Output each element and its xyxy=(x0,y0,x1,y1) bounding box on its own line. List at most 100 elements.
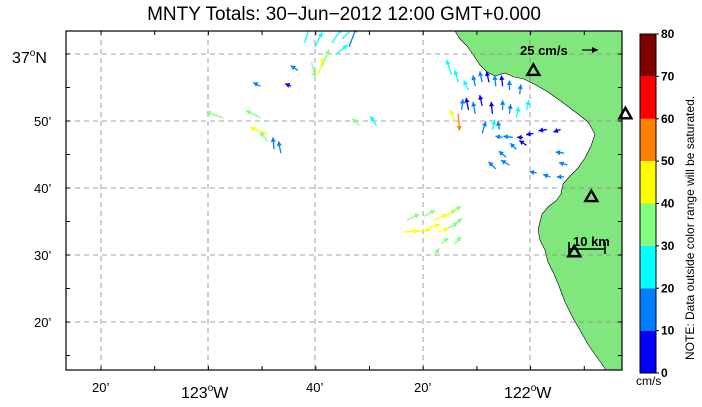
current-vector xyxy=(250,126,268,135)
vector-head xyxy=(317,32,323,38)
vector-head xyxy=(495,134,501,140)
graticule xyxy=(66,31,622,370)
vector-head xyxy=(324,49,330,55)
vector-head xyxy=(413,228,419,234)
current-vector xyxy=(481,121,487,134)
current-vector xyxy=(526,131,534,137)
colorbar-tick-label: 10 xyxy=(661,324,675,338)
vector-head xyxy=(498,151,504,157)
current-vector xyxy=(403,228,419,234)
vector-head xyxy=(310,31,311,32)
current-vector xyxy=(335,44,348,56)
vector-head xyxy=(455,236,461,242)
current-vector xyxy=(245,109,261,119)
current-vector xyxy=(270,137,276,150)
vector-head xyxy=(459,99,465,104)
vector-head xyxy=(453,70,459,76)
current-vector xyxy=(459,98,465,110)
colorbar-tick-label: 80 xyxy=(661,27,675,41)
current-vector xyxy=(478,94,484,107)
colorbar-segment xyxy=(640,76,656,119)
vector-head xyxy=(488,161,494,167)
vector-head xyxy=(491,119,497,125)
vector-head xyxy=(456,218,463,224)
vector-head xyxy=(538,127,544,133)
current-vector xyxy=(492,75,498,87)
current-vector xyxy=(556,174,565,180)
colorbar-segment xyxy=(640,161,656,204)
current-vector xyxy=(485,71,491,83)
current-vector xyxy=(317,57,325,75)
current-vector xyxy=(488,161,497,170)
vector-shaft xyxy=(304,31,309,44)
current-vector xyxy=(500,159,510,166)
vector-head xyxy=(485,71,491,77)
current-vector xyxy=(423,209,436,217)
land-area xyxy=(454,31,622,370)
current-vector xyxy=(499,75,505,87)
colorbar-tick-label: 0 xyxy=(661,366,668,380)
current-vector xyxy=(489,101,495,114)
colorbar-tick-label: 20 xyxy=(661,281,675,295)
current-vector xyxy=(525,100,531,110)
current-vector xyxy=(509,142,517,150)
current-vector xyxy=(471,75,477,87)
longitude-labels: 20’ 123oW 40’ 20’ 122oW xyxy=(92,380,552,402)
vector-head xyxy=(519,140,525,146)
vector-head xyxy=(492,75,498,81)
vector-shaft xyxy=(341,31,352,40)
current-vector xyxy=(284,83,292,88)
current-vector xyxy=(558,161,568,167)
colorbar-ticks: 80 70 60 50 40 30 20 10 0 xyxy=(656,27,675,380)
radar-site-marker xyxy=(525,61,542,77)
vector-head xyxy=(441,213,447,219)
current-vector xyxy=(451,205,462,213)
scale-label: 25 cm/s xyxy=(520,43,568,58)
scale-arrow-head xyxy=(592,47,598,53)
radar-site-marker xyxy=(583,188,600,203)
vector-head xyxy=(515,106,521,112)
vector-head xyxy=(501,160,507,165)
current-vector xyxy=(503,134,513,140)
colorbar-tick-label: 50 xyxy=(661,154,675,168)
vector-head xyxy=(253,82,259,87)
current-vector xyxy=(314,32,323,48)
current-vector xyxy=(447,222,458,229)
colorbar-segment xyxy=(640,203,656,246)
lat-label-37n: 37oN xyxy=(12,48,47,67)
vector-head xyxy=(507,104,513,109)
vector-head xyxy=(443,227,449,233)
vector-head xyxy=(478,71,484,77)
vector-head xyxy=(370,116,375,122)
current-vector xyxy=(310,62,317,78)
current-vector xyxy=(491,119,497,130)
current-vector xyxy=(506,80,513,91)
vector-head xyxy=(276,141,282,147)
current-vector xyxy=(440,237,449,245)
vector-head xyxy=(471,75,477,81)
vector-shaft xyxy=(348,31,356,47)
lat-label-30: 30’ xyxy=(34,248,51,263)
current-vector xyxy=(351,117,360,127)
current-vector xyxy=(517,134,524,141)
vector-head xyxy=(425,227,431,233)
lon-label-122w: 122oW xyxy=(504,383,552,402)
current-vector xyxy=(454,236,462,245)
current-vectors xyxy=(205,31,568,257)
vector-head xyxy=(525,100,531,106)
colorbar xyxy=(639,33,657,374)
latitude-labels: 37oN 50’ 40’ 30’ 20’ xyxy=(12,48,51,330)
vector-head xyxy=(481,121,487,127)
ocean-area xyxy=(66,31,622,370)
current-vector xyxy=(437,227,449,233)
vector-head xyxy=(456,125,462,131)
colorbar-tick-label: 60 xyxy=(661,112,675,126)
colorbar-segment xyxy=(640,330,656,373)
vector-head xyxy=(434,248,440,254)
map-frame xyxy=(65,30,623,371)
current-vector xyxy=(463,80,470,91)
colorbar-tick-label: 70 xyxy=(661,69,675,83)
vector-head xyxy=(443,237,449,243)
current-vector xyxy=(321,49,330,67)
current-vector xyxy=(445,59,453,75)
